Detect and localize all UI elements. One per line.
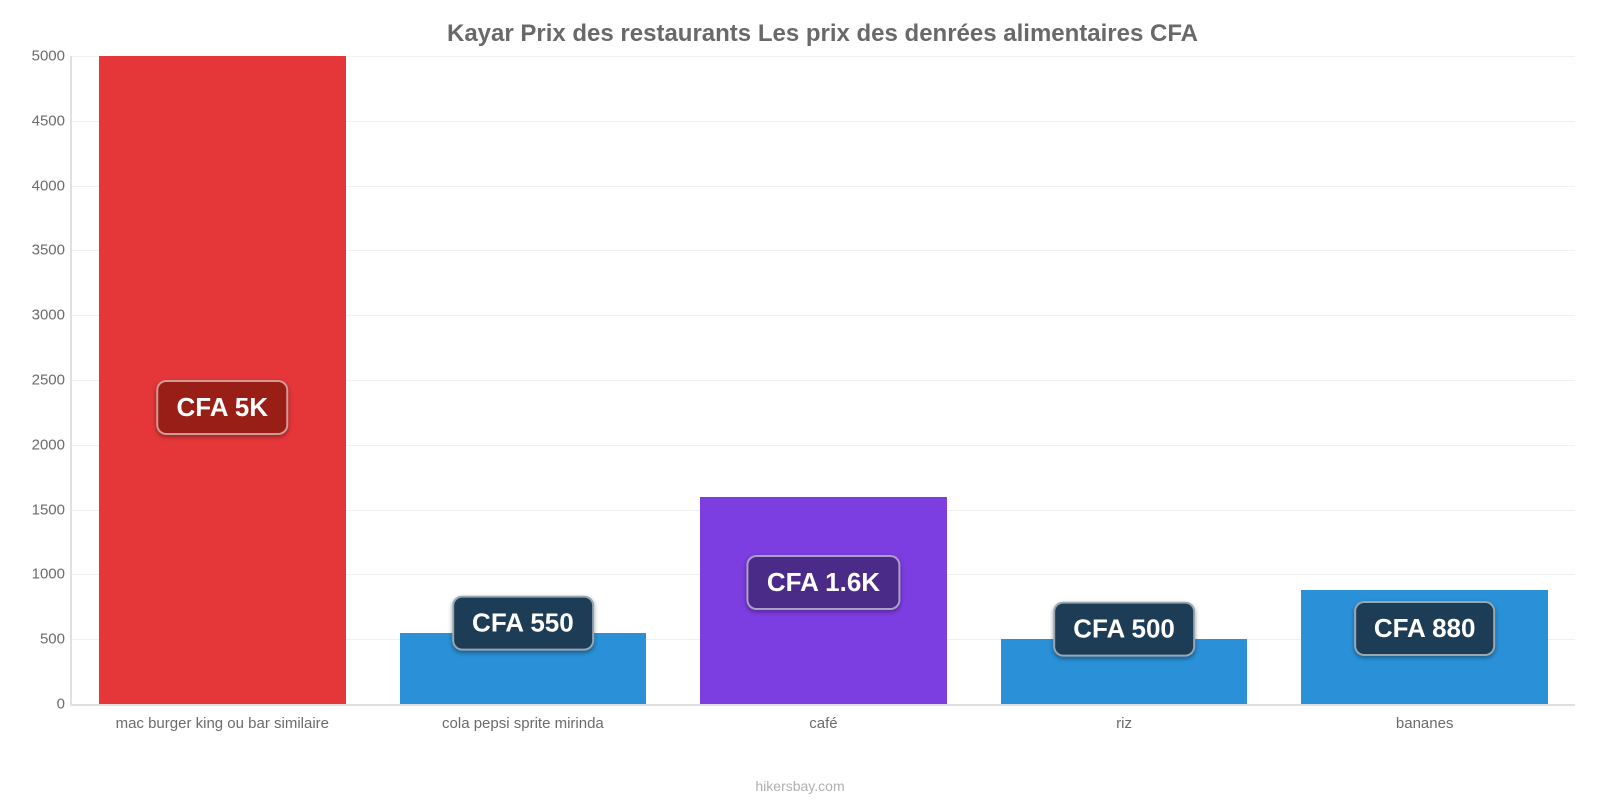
y-tick-label: 1500 — [17, 501, 65, 518]
x-labels-row: mac burger king ou bar similairecola pep… — [72, 715, 1575, 732]
bars-row: CFA 5K CFA 550 CFA 1.6K CFA 500 CFA 880 — [72, 56, 1575, 704]
bar-value-badge: CFA 880 — [1354, 601, 1496, 656]
y-tick-label: 3000 — [17, 307, 65, 324]
y-tick-label: 4500 — [17, 112, 65, 129]
x-axis-label: riz — [974, 715, 1275, 732]
chart-container: Kayar Prix des restaurants Les prix des … — [0, 0, 1600, 800]
plot-area: 0500100015002000250030003500400045005000… — [70, 56, 1575, 706]
y-tick-label: 500 — [17, 631, 65, 648]
y-tick-label: 2000 — [17, 436, 65, 453]
bar-value-badge: CFA 500 — [1053, 602, 1195, 657]
x-axis-label: cola pepsi sprite mirinda — [373, 715, 674, 732]
x-axis-label: bananes — [1274, 715, 1575, 732]
bar-slot: CFA 550 — [373, 56, 674, 704]
bar-value-badge: CFA 5K — [157, 380, 289, 435]
x-axis-label: café — [673, 715, 974, 732]
y-tick-label: 5000 — [17, 48, 65, 65]
bar: CFA 1.6K — [700, 497, 946, 704]
y-tick-label: 4000 — [17, 177, 65, 194]
bar-slot: CFA 1.6K — [673, 56, 974, 704]
y-tick-label: 2500 — [17, 372, 65, 389]
chart-title: Kayar Prix des restaurants Les prix des … — [70, 20, 1575, 48]
bar-slot: CFA 5K — [72, 56, 373, 704]
bar-value-badge: CFA 1.6K — [747, 555, 900, 610]
credit-text: hikersbay.com — [0, 778, 1600, 794]
bar-value-badge: CFA 550 — [452, 595, 594, 650]
bar: CFA 550 — [400, 633, 646, 704]
bar-slot: CFA 880 — [1274, 56, 1575, 704]
x-axis-label: mac burger king ou bar similaire — [72, 715, 373, 732]
bar: CFA 5K — [99, 56, 345, 704]
y-tick-label: 0 — [17, 696, 65, 713]
y-gridline — [72, 704, 1575, 705]
y-tick-label: 1000 — [17, 566, 65, 583]
y-tick-label: 3500 — [17, 242, 65, 259]
bar: CFA 500 — [1001, 639, 1247, 704]
bar: CFA 880 — [1301, 590, 1547, 704]
bar-slot: CFA 500 — [974, 56, 1275, 704]
